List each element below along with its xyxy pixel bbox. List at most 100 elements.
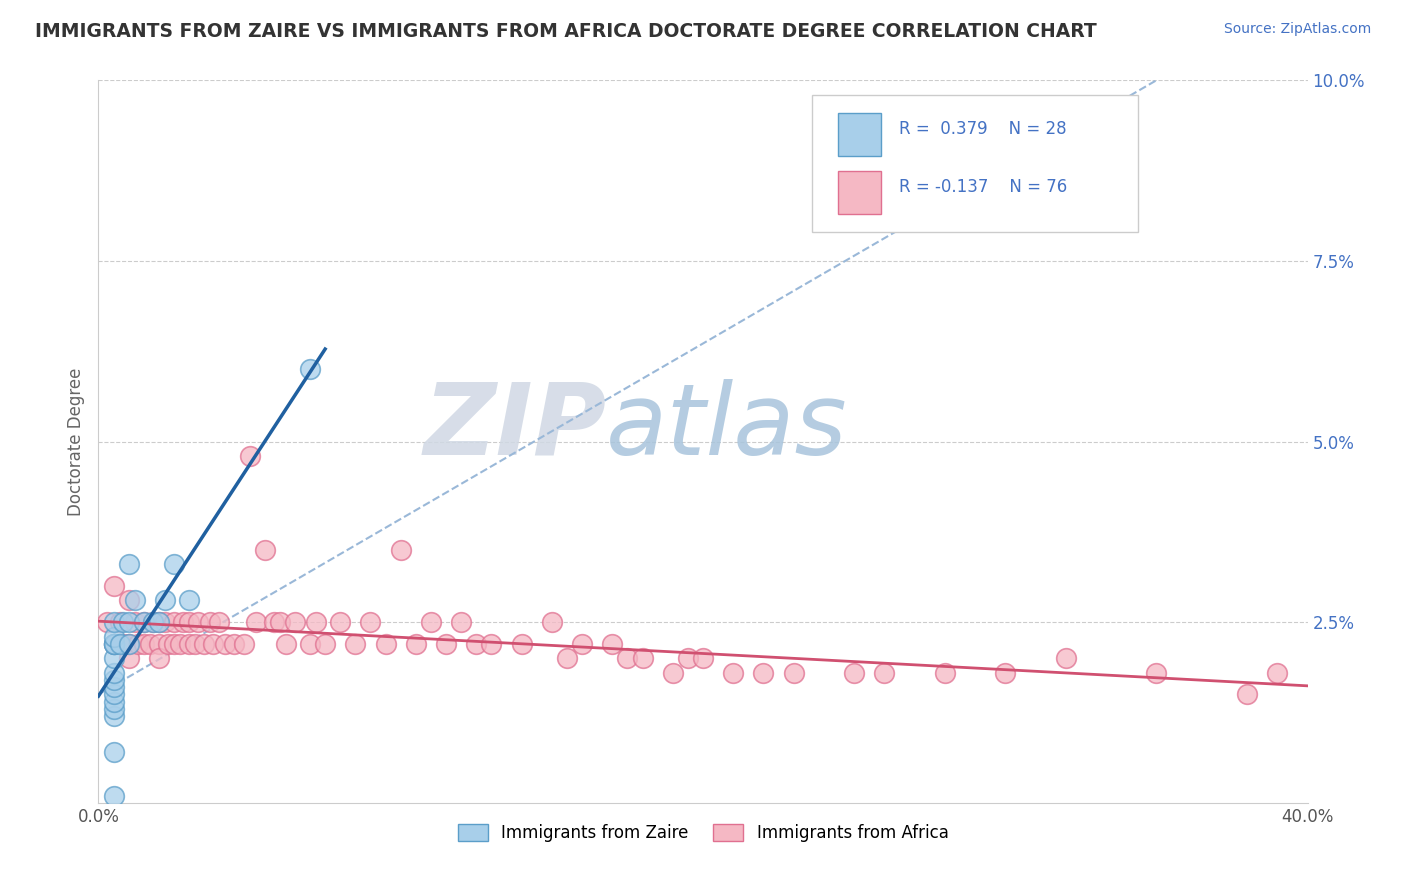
Point [540, 615, 562, 630]
Point [179, 615, 201, 630]
Point [602, 637, 624, 651]
Point [184, 637, 207, 651]
Point [269, 615, 291, 630]
Point [510, 637, 533, 651]
Point [723, 665, 745, 680]
Point [142, 615, 165, 630]
Point [481, 637, 503, 651]
Point [1236, 687, 1258, 701]
Point [405, 637, 427, 651]
Point [132, 637, 155, 651]
Point [118, 651, 141, 665]
Point [555, 651, 578, 665]
Point [132, 615, 155, 630]
Point [156, 637, 179, 651]
Bar [838, 112, 880, 156]
Point [179, 593, 201, 607]
Point [434, 637, 457, 651]
Point [360, 615, 382, 630]
Text: R =  0.379    N = 28: R = 0.379 N = 28 [898, 120, 1067, 138]
Point [142, 615, 165, 630]
Point [389, 542, 412, 557]
Point [103, 745, 125, 759]
Point [934, 665, 956, 680]
Point [153, 615, 176, 630]
Point [103, 579, 125, 593]
Point [108, 615, 131, 630]
Point [103, 789, 125, 803]
Point [163, 637, 186, 651]
Point [124, 593, 146, 607]
Point [103, 695, 125, 709]
Point [118, 593, 141, 607]
Point [103, 709, 125, 723]
Point [208, 615, 231, 630]
Point [103, 702, 125, 716]
Point [299, 362, 322, 376]
Point [200, 615, 222, 630]
Point [118, 637, 141, 651]
Point [1054, 651, 1077, 665]
Point [752, 665, 775, 680]
Point [163, 558, 186, 572]
Point [187, 615, 209, 630]
Point [344, 637, 367, 651]
Point [163, 615, 186, 630]
Point [783, 665, 806, 680]
Point [299, 637, 322, 651]
Point [571, 637, 593, 651]
Point [148, 637, 170, 651]
Point [172, 615, 194, 630]
Point [132, 615, 155, 630]
Point [118, 558, 141, 572]
Point [1144, 665, 1167, 680]
Point [214, 637, 236, 651]
Point [118, 637, 141, 651]
Point [676, 651, 699, 665]
Point [253, 542, 276, 557]
Point [103, 630, 125, 644]
Point [103, 665, 125, 680]
Point [103, 637, 125, 651]
Point [103, 615, 125, 630]
Point [692, 651, 714, 665]
Point [224, 637, 246, 651]
Point [631, 651, 654, 665]
Point [153, 593, 176, 607]
Text: atlas: atlas [606, 378, 848, 475]
Point [263, 615, 285, 630]
Point [232, 637, 254, 651]
Point [103, 637, 125, 651]
Legend: Immigrants from Zaire, Immigrants from Africa: Immigrants from Zaire, Immigrants from A… [451, 817, 955, 848]
Point [103, 637, 125, 651]
Point [103, 673, 125, 687]
Point [245, 615, 267, 630]
Point [329, 615, 352, 630]
Point [305, 615, 328, 630]
Point [148, 615, 170, 630]
Point [202, 637, 225, 651]
Point [111, 637, 134, 651]
Text: Source: ZipAtlas.com: Source: ZipAtlas.com [1223, 22, 1371, 37]
Text: ZIP: ZIP [423, 378, 606, 475]
Text: IMMIGRANTS FROM ZAIRE VS IMMIGRANTS FROM AFRICA DOCTORATE DEGREE CORRELATION CHA: IMMIGRANTS FROM ZAIRE VS IMMIGRANTS FROM… [35, 22, 1097, 41]
Point [314, 637, 336, 651]
Point [616, 651, 638, 665]
Text: R = -0.137    N = 76: R = -0.137 N = 76 [898, 178, 1067, 196]
Point [111, 615, 134, 630]
Point [844, 665, 866, 680]
Point [873, 665, 896, 680]
Point [96, 615, 118, 630]
Point [1267, 665, 1289, 680]
Point [124, 615, 146, 630]
Point [274, 637, 297, 651]
Bar [838, 170, 880, 214]
Point [127, 637, 149, 651]
Point [103, 687, 125, 701]
Y-axis label: Doctorate Degree: Doctorate Degree [66, 368, 84, 516]
Point [118, 615, 141, 630]
Point [994, 665, 1017, 680]
Point [374, 637, 396, 651]
Point [239, 449, 262, 463]
Point [108, 637, 131, 651]
